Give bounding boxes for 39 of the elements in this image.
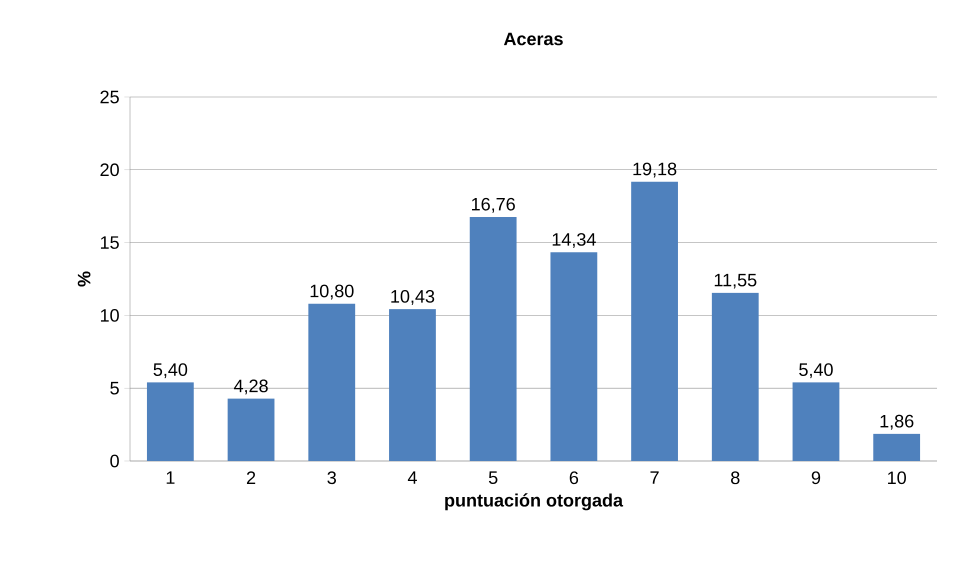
- data-label: 11,55: [714, 274, 756, 289]
- x-tick-label: 1: [166, 471, 174, 484]
- x-tick-label: 6: [570, 471, 578, 484]
- bar: [389, 309, 436, 461]
- bar: [631, 182, 678, 461]
- data-label: 5,40: [799, 363, 833, 378]
- bar: [550, 252, 598, 461]
- data-label: 10,43: [391, 290, 434, 305]
- y-tick-label: 20: [100, 163, 119, 176]
- data-label: 1,86: [880, 414, 914, 430]
- bar: [873, 434, 920, 461]
- bar: [792, 382, 840, 461]
- y-tick-label: 0: [110, 454, 119, 468]
- x-tick-label: 10: [888, 471, 906, 484]
- x-tick-label: 7: [650, 471, 659, 484]
- x-tick-label: 8: [731, 471, 740, 484]
- chart-title: Aceras: [504, 32, 563, 46]
- y-tick-label: 5: [110, 382, 119, 394]
- data-label: 5,40: [154, 363, 188, 378]
- y-axis-title: %: [78, 271, 90, 287]
- bar: [712, 292, 759, 461]
- data-label: 10,80: [310, 284, 354, 300]
- x-tick-label: 5: [488, 471, 498, 484]
- y-tick-label: 25: [100, 90, 119, 104]
- bar: [308, 304, 356, 461]
- bar: [146, 382, 194, 461]
- bar: [470, 216, 517, 461]
- x-tick-label: 3: [327, 471, 336, 484]
- x-tick-label: 4: [408, 471, 417, 484]
- y-tick-label: 10: [100, 309, 119, 322]
- x-axis-title: puntuación otorgada: [445, 493, 624, 510]
- data-label: 4,28: [234, 380, 268, 394]
- bar: [228, 398, 274, 461]
- x-tick-label: 9: [812, 471, 820, 484]
- data-label: 16,76: [472, 198, 515, 213]
- data-label: 19,18: [633, 162, 676, 178]
- x-tick-label: 2: [246, 471, 256, 484]
- data-label: 14,34: [552, 233, 596, 248]
- y-tick-label: 15: [100, 236, 119, 249]
